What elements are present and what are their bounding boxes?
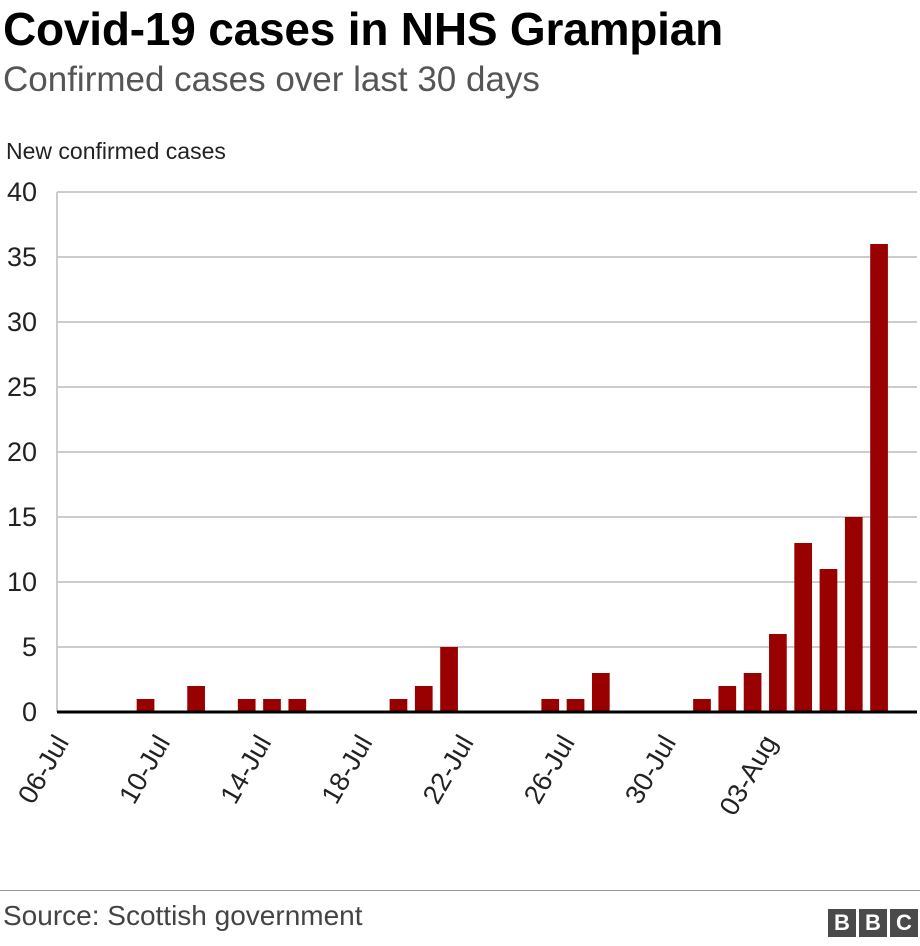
bbc-logo: B B C [828,909,918,937]
y-tick-label: 5 [22,632,37,662]
bar-31-Jul [693,699,711,712]
x-tick-label: 26-Jul [518,730,581,809]
bar-07-Aug [870,244,888,712]
x-tick-label: 03-Aug [714,730,784,820]
bar-14-Jul [263,699,281,712]
bbc-logo-letter: C [890,909,918,937]
y-tick-label: 10 [7,567,37,597]
x-tick-label: 14-Jul [214,730,277,809]
bar-05-Aug [819,569,838,712]
bar-26-Jul [566,699,585,712]
bar-25-Jul [541,699,560,712]
chart-title: Covid-19 cases in NHS Grampian [3,3,724,55]
bar-02-Aug [743,673,762,712]
bar-15-Jul [288,699,307,712]
bar-chart: New confirmed cases 0 5 10 15 20 25 30 35 40 06-… [6,138,917,820]
bar-09-Jul [136,699,155,712]
source-note: Source: Scottish government [3,900,363,931]
y-tick-label: 15 [7,502,37,532]
x-tick-label: 18-Jul [316,730,379,809]
y-tick-label: 25 [7,372,37,402]
y-tick-label: 20 [7,437,37,467]
bar-21-Jul [440,647,458,712]
x-tick-label: 10-Jul [113,730,176,809]
bar-03-Aug [769,634,787,712]
y-axis-label: New confirmed cases [6,138,226,164]
bar-01-Aug [718,686,737,712]
y-tick-label: 40 [7,177,37,207]
bar-11-Jul [187,686,205,712]
x-tick-labels: 06-Jul 10-Jul 14-Jul 18-Jul 22-Jul 26-Jul 30-J… [12,730,783,820]
bar-04-Aug [794,543,813,712]
y-tick-labels: 0 5 10 15 20 25 30 35 40 [7,177,37,727]
y-tick-label: 35 [7,242,37,272]
bbc-logo-letter: B [859,909,887,937]
bar-20-Jul [414,686,433,712]
bar-06-Aug [844,517,863,712]
gridlines [56,191,917,712]
bar-27-Jul [591,673,610,712]
y-tick-label: 30 [7,307,37,337]
bar-13-Jul [237,699,256,712]
footer-divider [0,890,920,891]
y-tick-label: 0 [22,697,37,727]
x-tick-label: 30-Jul [619,730,682,809]
x-tick-label: 22-Jul [417,730,480,809]
bar-19-Jul [389,699,408,712]
bbc-logo-letter: B [828,909,856,937]
bars [136,244,888,712]
x-tick-label: 06-Jul [12,730,75,809]
chart-subtitle: Confirmed cases over last 30 days [3,60,540,99]
